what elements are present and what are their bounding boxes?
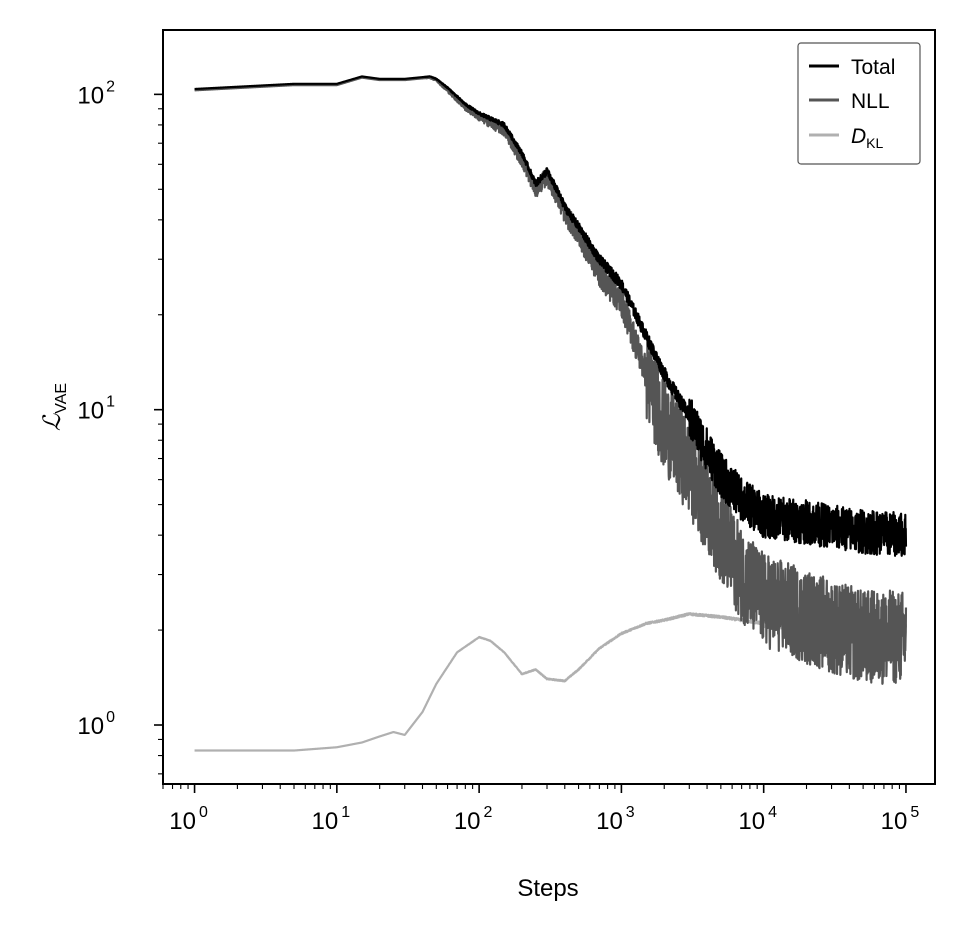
plot-area [162, 29, 936, 785]
series-line-total [193, 75, 908, 557]
svg-text:ℒVAE: ℒVAE [38, 383, 70, 431]
x-tick-label: 10 3 [596, 804, 635, 835]
x-tick-label: 10 2 [454, 804, 493, 835]
legend-label-nll: NLL [851, 90, 890, 113]
x-tick-label: 10 1 [312, 804, 351, 835]
legend-label-dkl: DKL [851, 125, 884, 151]
x-axis-label: Steps [517, 875, 578, 902]
x-tick-label: 10 5 [881, 804, 920, 835]
x-tick-label: 10 4 [738, 804, 777, 835]
series-layer [193, 75, 908, 752]
series-line-nll [193, 76, 908, 685]
y-axis-label: ℒVAE [38, 383, 70, 431]
x-tick-label: 10 0 [169, 804, 208, 835]
legend-label-total: Total [851, 56, 895, 79]
y-tick-label: 10 1 [77, 394, 115, 425]
y-tick-label: 10 0 [77, 709, 115, 740]
plot-frame [162, 29, 936, 785]
y-axis-label-subscript: VAE [53, 383, 70, 414]
y-tick-label: 10 2 [77, 78, 115, 109]
y-axis-label-symbol: ℒ [38, 413, 66, 431]
x-axis: 10 0 10 1 10 2 10 3 10 4 10 5 [162, 784, 920, 835]
legend: Total NLL DKL [797, 42, 921, 165]
